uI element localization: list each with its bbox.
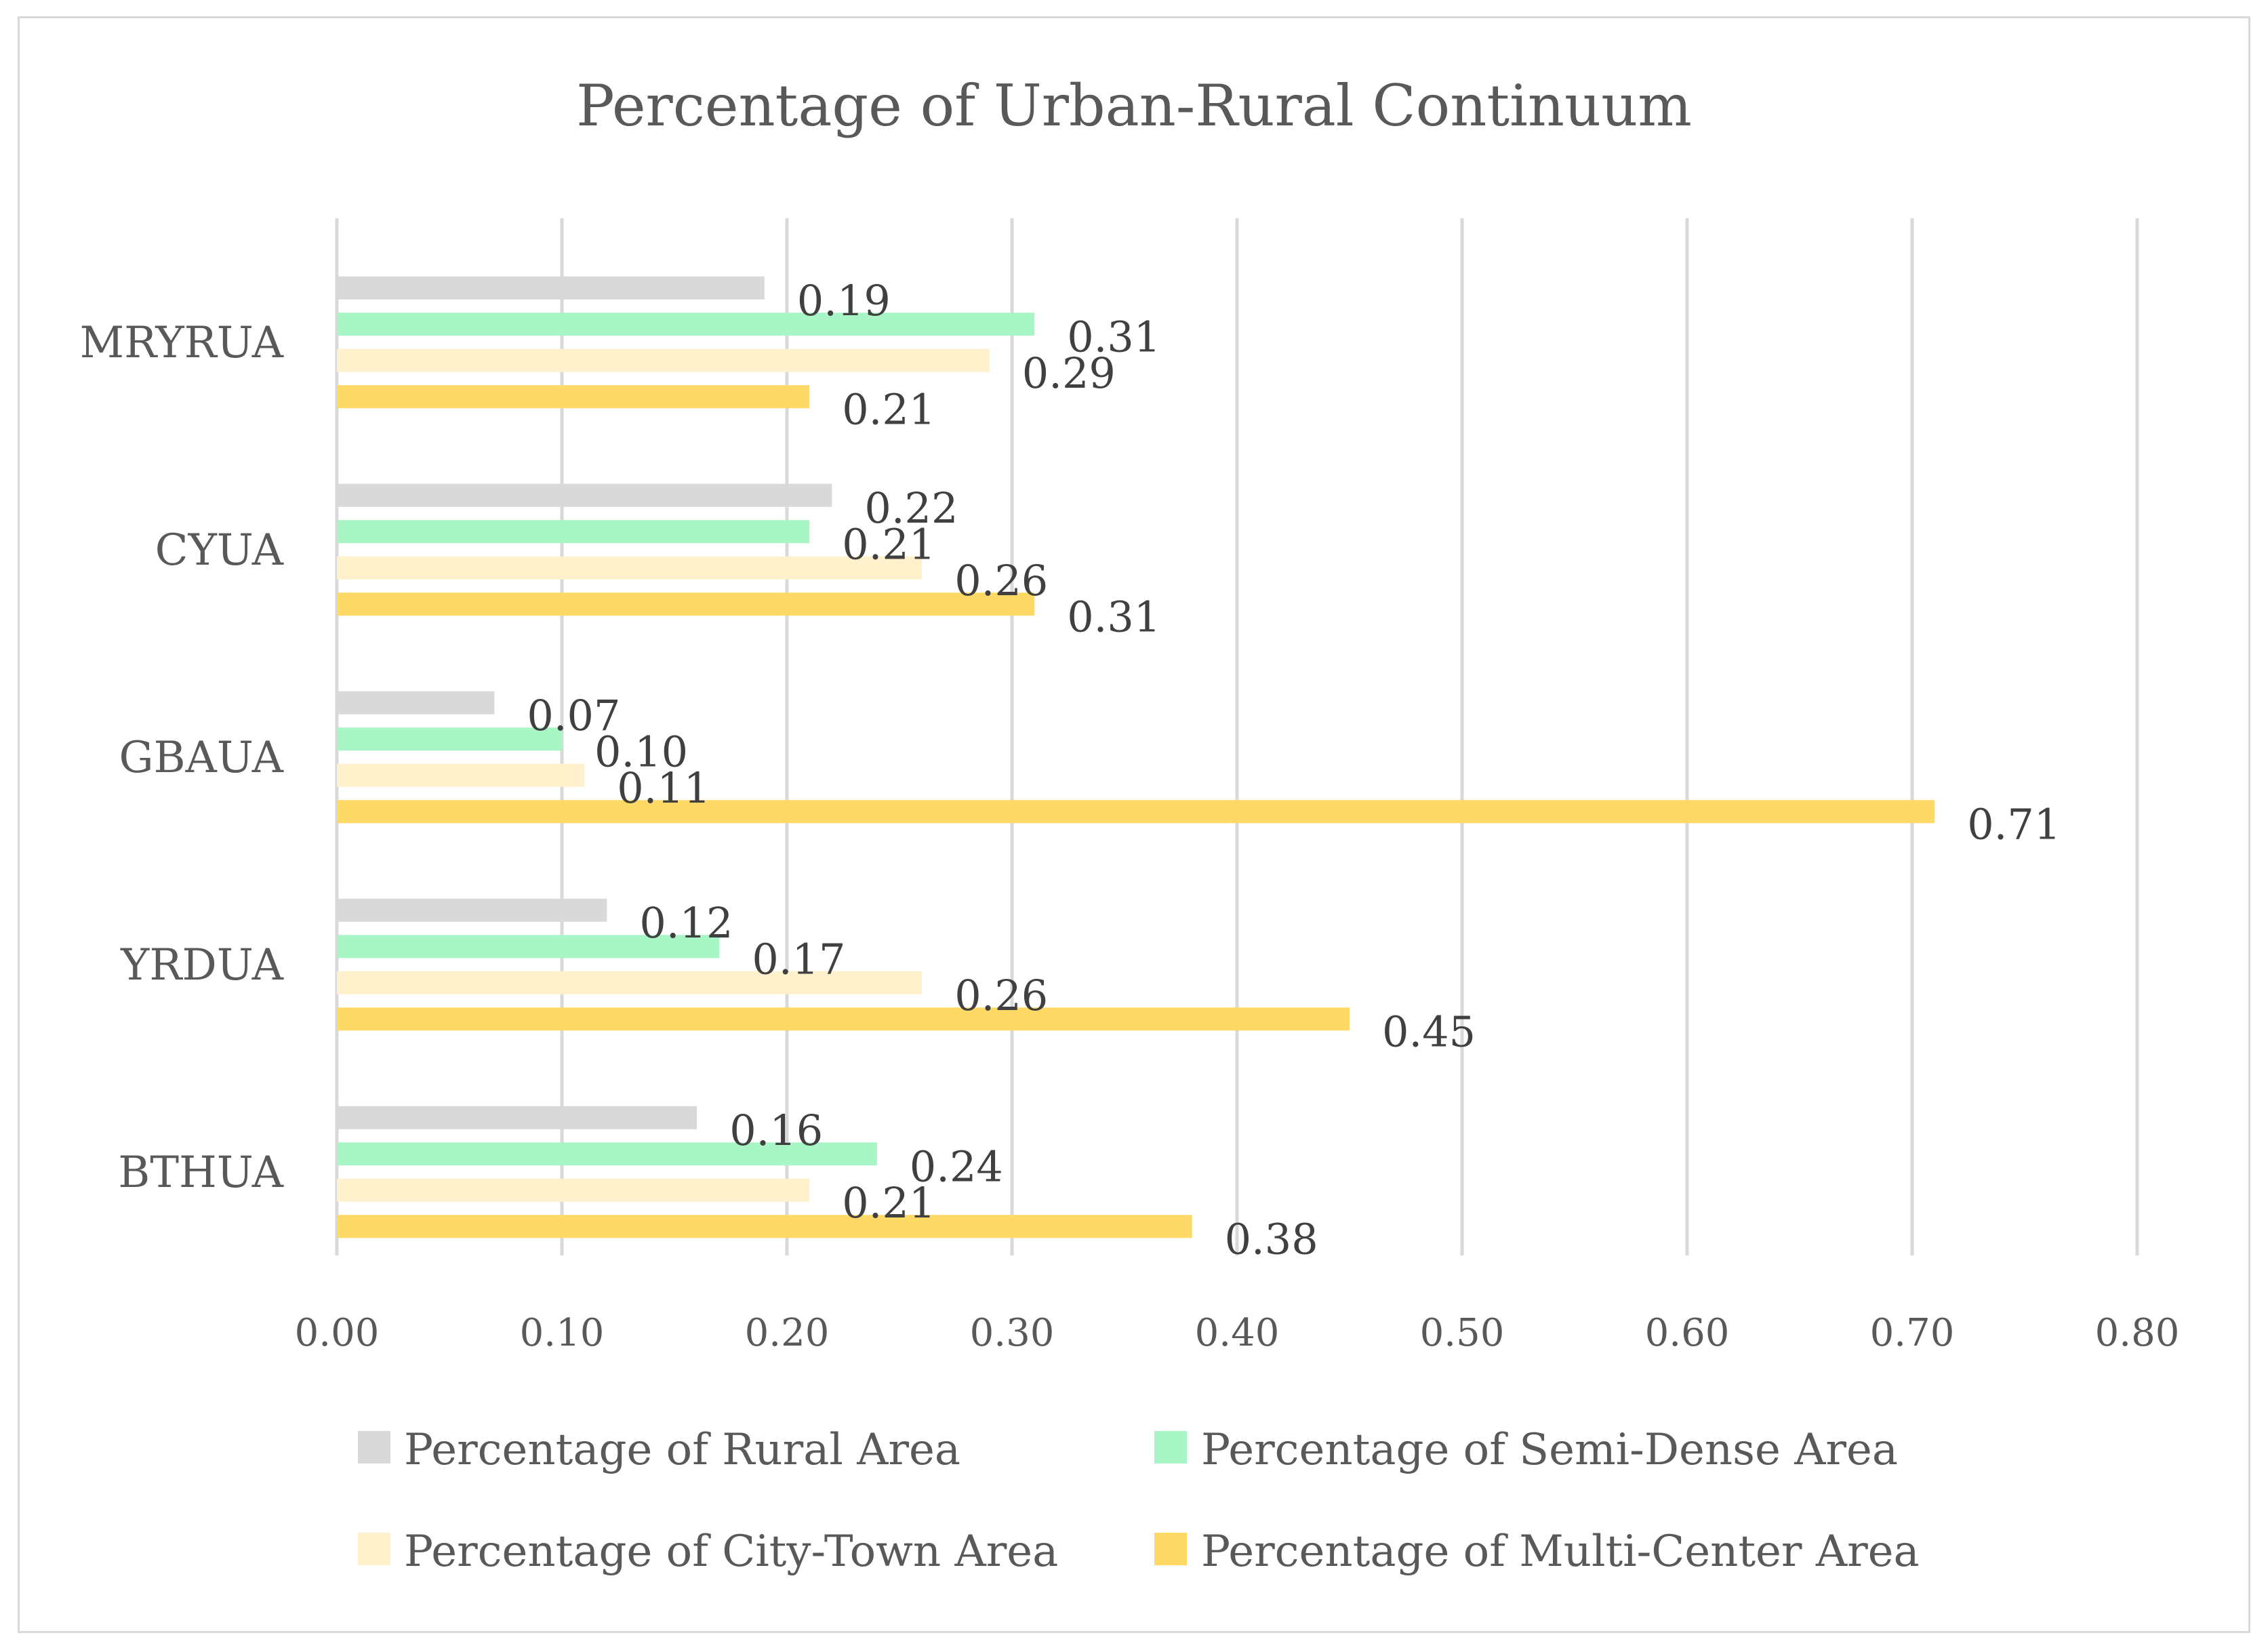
- bar-gbaua-s1: [337, 727, 562, 751]
- data-label: 0.11: [617, 763, 710, 813]
- bar-mryrua-s1: [337, 313, 1035, 336]
- data-label: 0.71: [1967, 799, 2061, 849]
- bar-gbaua-s2: [337, 763, 585, 787]
- data-label: 0.19: [797, 276, 891, 325]
- category-label: CYUA: [155, 525, 284, 576]
- data-label: 0.24: [910, 1142, 1003, 1191]
- data-labels: 0.190.310.290.210.220.210.260.310.070.10…: [527, 276, 2061, 1264]
- data-label: 0.22: [864, 483, 958, 533]
- bar-cyua-s2: [337, 556, 923, 580]
- category-label: BTHUA: [118, 1148, 284, 1198]
- data-label: 0.16: [729, 1106, 823, 1155]
- bar-cyua-s3: [337, 592, 1035, 616]
- data-label: 0.26: [954, 556, 1048, 605]
- bar-yrdua-s0: [337, 898, 607, 922]
- data-label: 0.10: [594, 727, 688, 776]
- category-axis: MRYRUA CYUA GBAUA YRDUA BTHUA: [80, 318, 284, 1198]
- category-label: YRDUA: [120, 940, 284, 990]
- legend-label: Percentage of Semi-Dense Area: [1201, 1425, 1898, 1475]
- bar-bthua-s3: [337, 1215, 1192, 1238]
- x-tick-label: 0.60: [1645, 1311, 1730, 1355]
- legend: Percentage of Rural Area Percentage of Se…: [358, 1425, 1920, 1577]
- chart-title: Percentage of Urban-Rural Continuum: [576, 73, 1692, 139]
- legend-label: Percentage of Multi-Center Area: [1201, 1527, 1920, 1577]
- data-label: 0.31: [1067, 312, 1160, 361]
- data-label: 0.21: [842, 384, 935, 434]
- bar-mryrua-s3: [337, 385, 810, 409]
- bar-mryrua-s2: [337, 348, 990, 372]
- data-label: 0.17: [752, 934, 845, 984]
- data-label: 0.45: [1382, 1007, 1476, 1056]
- x-tick-label: 0.70: [1870, 1311, 1955, 1355]
- legend-swatch-0: [358, 1431, 390, 1464]
- bar-bthua-s0: [337, 1106, 697, 1129]
- legend-label: Percentage of Rural Area: [404, 1425, 960, 1475]
- legend-label: Percentage of City-Town Area: [404, 1527, 1058, 1577]
- x-tick-label: 0.10: [520, 1311, 605, 1355]
- bar-yrdua-s3: [337, 1007, 1350, 1031]
- bar-gbaua-s3: [337, 800, 1935, 824]
- bar-gbaua-s0: [337, 691, 495, 714]
- category-label: MRYRUA: [80, 318, 284, 368]
- x-tick-label: 0.80: [2095, 1311, 2180, 1355]
- value-axis: 0.00 0.10 0.20 0.30 0.40 0.50 0.60 0.70 0.80: [295, 1311, 2180, 1355]
- x-tick-label: 0.00: [295, 1311, 380, 1355]
- bar-bthua-s2: [337, 1178, 810, 1202]
- legend-swatch-3: [1154, 1533, 1187, 1565]
- legend-swatch-1: [1154, 1431, 1187, 1464]
- bar-yrdua-s1: [337, 935, 720, 959]
- x-tick-label: 0.20: [745, 1311, 830, 1355]
- bars: [337, 276, 1935, 1238]
- bar-yrdua-s2: [337, 971, 923, 994]
- data-label: 0.31: [1067, 592, 1160, 641]
- bar-mryrua-s0: [337, 276, 765, 300]
- data-label: 0.12: [639, 898, 733, 948]
- data-label: 0.21: [842, 519, 935, 569]
- x-tick-label: 0.30: [970, 1311, 1055, 1355]
- data-label: 0.26: [954, 971, 1048, 1020]
- x-tick-label: 0.40: [1195, 1311, 1280, 1355]
- category-label: GBAUA: [119, 733, 283, 783]
- data-label: 0.07: [527, 691, 620, 740]
- bar-cyua-s0: [337, 483, 832, 507]
- x-tick-label: 0.50: [1420, 1311, 1505, 1355]
- data-label: 0.29: [1022, 348, 1116, 398]
- legend-swatch-2: [358, 1533, 390, 1565]
- bar-cyua-s1: [337, 520, 810, 544]
- bar-bthua-s1: [337, 1142, 877, 1166]
- data-label: 0.38: [1225, 1214, 1318, 1264]
- data-label: 0.21: [842, 1178, 935, 1228]
